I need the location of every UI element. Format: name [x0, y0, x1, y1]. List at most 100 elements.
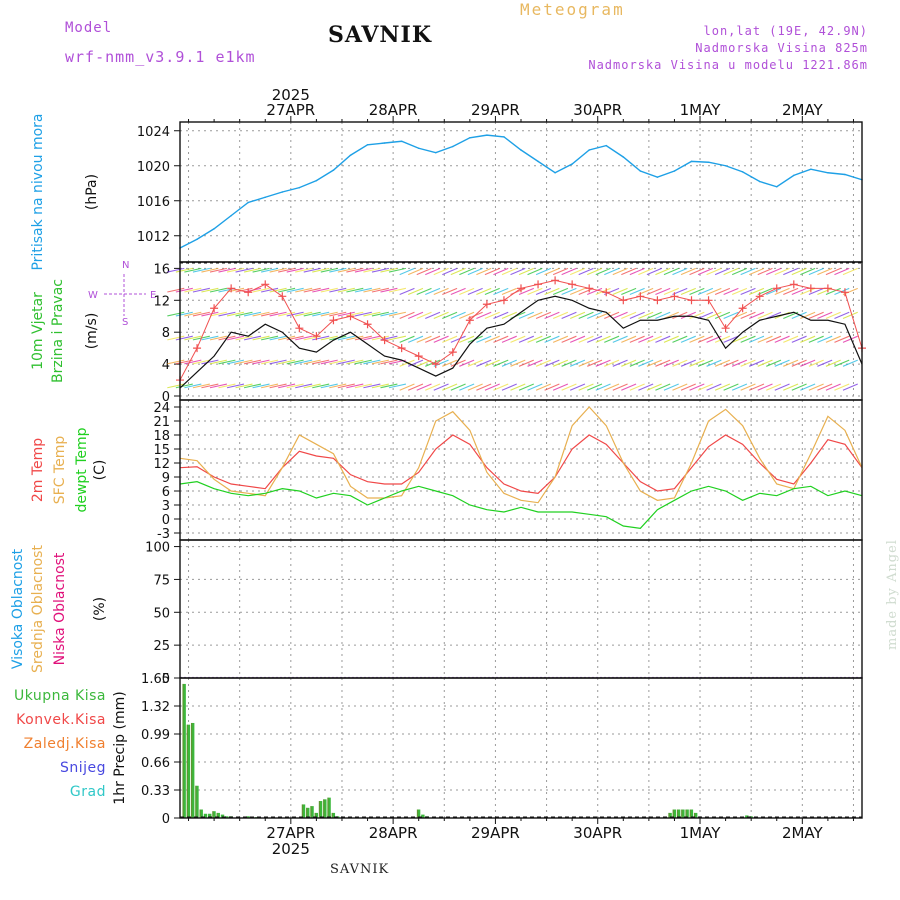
- precip-legend-4: Snijeg: [60, 760, 106, 776]
- wind-barb: [561, 267, 577, 276]
- wind-barb: [209, 359, 228, 365]
- wind-barb: [388, 287, 407, 293]
- direction-cross: [104, 274, 146, 316]
- wind-barb: [544, 287, 560, 296]
- precip-bar-shade: [668, 812, 670, 818]
- wind-barb: [766, 311, 782, 319]
- wind-barb: [578, 359, 594, 367]
- wind-barb: [587, 267, 603, 276]
- wind-barb: [235, 287, 253, 293]
- gust-marker: [431, 360, 440, 369]
- wind-barb: [450, 267, 466, 276]
- wind-barb: [493, 267, 509, 276]
- pressure-point: [383, 142, 386, 144]
- wind-barb: [646, 287, 662, 296]
- wind-barb: [209, 267, 228, 273]
- gust-marker: [193, 344, 202, 353]
- wind-barb: [638, 383, 654, 391]
- wind-barb: [501, 359, 517, 367]
- wind-barb: [243, 311, 262, 317]
- wind-barb: [408, 311, 424, 319]
- wind-barb: [209, 311, 228, 317]
- wind-barb: [663, 383, 679, 391]
- wind-barb: [329, 359, 347, 365]
- wind-barb: [544, 335, 560, 343]
- precip-bar: [672, 809, 677, 818]
- wind-barb: [834, 359, 850, 367]
- wind-barb: [638, 359, 654, 367]
- wind-barb: [416, 287, 432, 296]
- precip-bar: [220, 814, 225, 818]
- wind-barb: [269, 267, 287, 273]
- wind-barb: [527, 335, 543, 343]
- wind-barb: [243, 335, 262, 341]
- wind-barb: [714, 335, 731, 343]
- wind-barb: [527, 311, 543, 319]
- wind-barb: [527, 383, 543, 391]
- precip-bar: [681, 809, 685, 818]
- pressure-unit: (hPa): [84, 174, 100, 210]
- wind-barb: [783, 383, 799, 391]
- wind-barb: [476, 311, 492, 319]
- wind-barb: [261, 359, 279, 365]
- pressure-point: [656, 176, 659, 178]
- wind-barb: [706, 311, 722, 319]
- wind-barb: [663, 267, 679, 276]
- y-tick-label: 0.66: [141, 756, 170, 771]
- panel-2: 0 4 8 12 16 W E N S: [88, 260, 866, 405]
- gust-marker: [346, 312, 355, 321]
- wind-barb: [629, 267, 645, 276]
- y-tick-label: 24: [153, 401, 170, 416]
- y-tick-label: 1020: [137, 160, 170, 175]
- wind-barb: [235, 383, 253, 389]
- wind-barb: [459, 267, 475, 276]
- wind-barb: [621, 359, 637, 367]
- wind-barb: [757, 335, 773, 343]
- wind-barb: [493, 311, 509, 319]
- wind-barb: [552, 335, 569, 343]
- wind-barb: [380, 311, 398, 317]
- wind-barb: [363, 335, 381, 341]
- wind-barb: [535, 311, 552, 319]
- wind-barb: [226, 359, 245, 365]
- wind-barb: [808, 311, 824, 319]
- wind-barb: [561, 359, 577, 367]
- wind-barb: [484, 383, 500, 391]
- gust-marker: [465, 316, 474, 325]
- wind-barb: [774, 335, 790, 343]
- wind-barb: [226, 311, 245, 317]
- wind-barb: [295, 383, 313, 389]
- precip-bar-shade: [681, 809, 683, 818]
- wind-barb: [286, 311, 304, 317]
- wind-barb: [459, 287, 475, 296]
- wind-barb: [209, 383, 228, 389]
- wind-barb: [697, 287, 714, 296]
- wind-barb: [646, 383, 662, 391]
- gust-marker: [568, 280, 577, 289]
- wind-barb: [371, 383, 389, 389]
- wind-barb: [612, 335, 628, 343]
- wind-barb: [329, 267, 347, 273]
- y-tick-label: 50: [153, 606, 170, 621]
- pressure-point: [724, 164, 727, 167]
- pressure-point: [520, 149, 522, 151]
- wind-barb: [535, 335, 552, 343]
- pressure-point: [315, 179, 318, 182]
- gust-marker: [329, 316, 338, 325]
- wind-barb: [261, 383, 279, 389]
- pressure-point: [588, 149, 590, 151]
- wind-barb: [817, 311, 833, 319]
- wind-barb: [740, 287, 756, 296]
- wind-barb: [450, 383, 466, 391]
- gust-marker: [312, 332, 321, 341]
- precip-bar: [208, 813, 212, 818]
- wind-barb: [731, 267, 748, 276]
- wind-barb: [459, 359, 475, 367]
- wind-barb: [476, 287, 492, 296]
- wind-barb: [612, 267, 628, 276]
- wind-barb: [380, 287, 398, 293]
- wind-barb: [493, 383, 509, 391]
- wind-barb: [286, 287, 304, 293]
- wind-barb: [697, 311, 714, 319]
